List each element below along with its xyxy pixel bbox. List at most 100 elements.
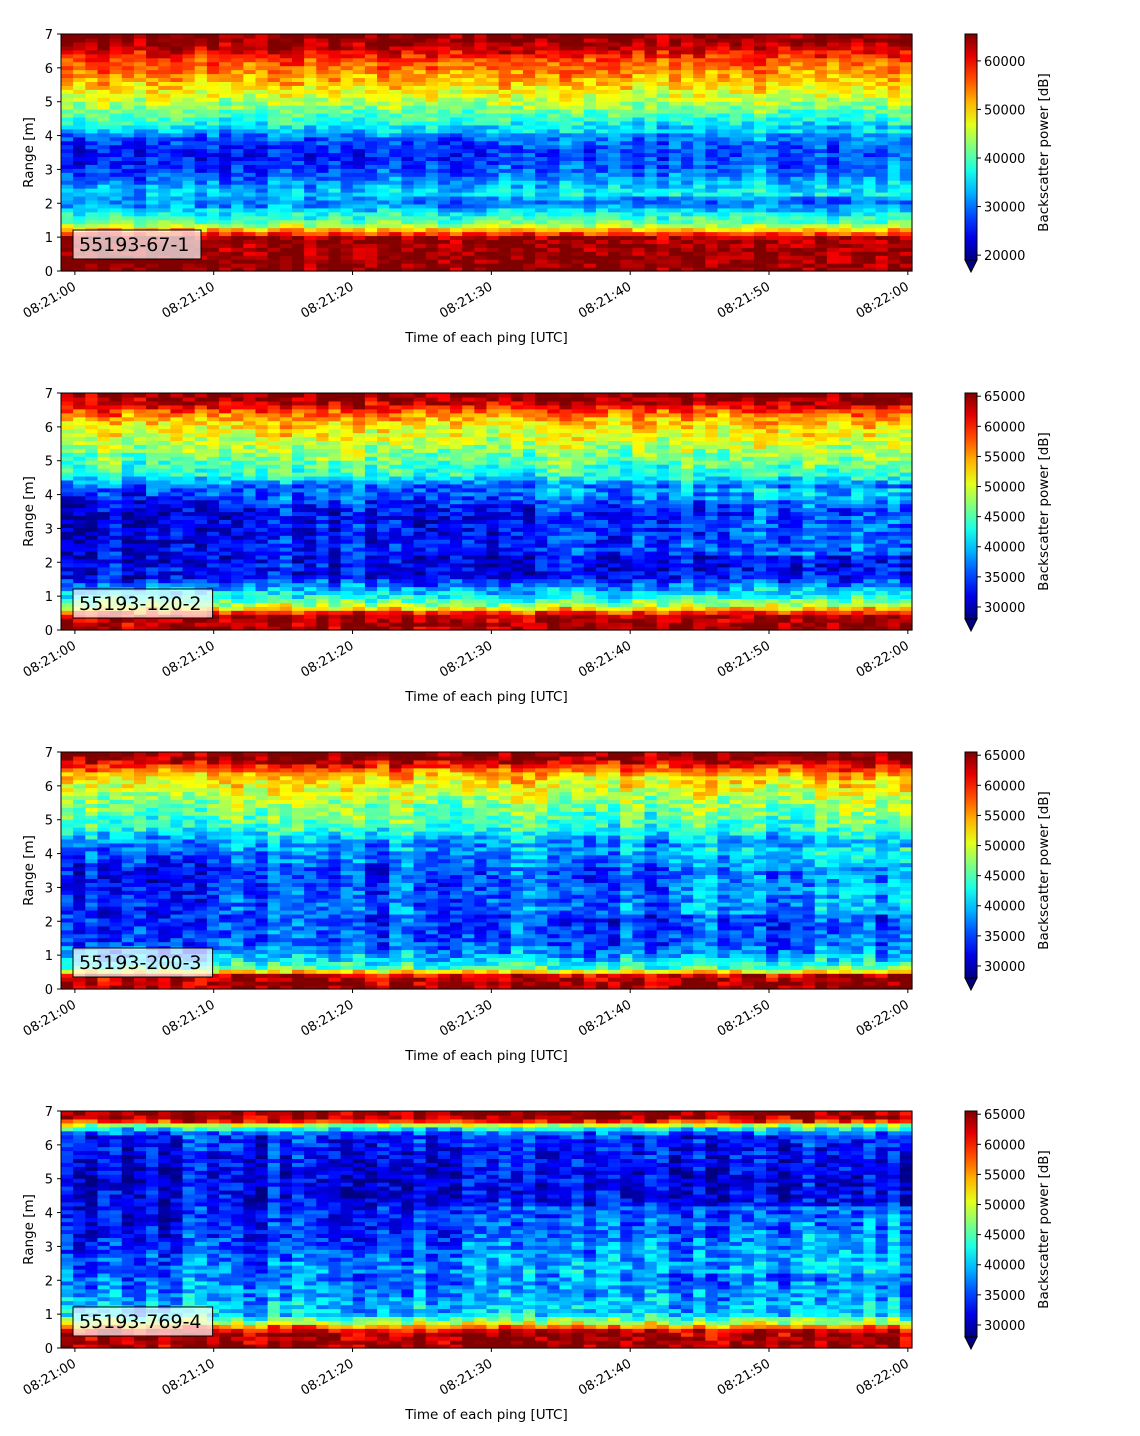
heatmap-cells	[61, 393, 913, 631]
x-tick-label: 08:21:20	[298, 638, 356, 680]
sensor-id-label: 55193-200-3	[79, 952, 202, 974]
y-tick-label: 1	[45, 1308, 53, 1323]
y-tick-label: 0	[45, 265, 53, 280]
y-tick-label: 1	[45, 949, 53, 964]
colorbar-tick-label: 30000	[984, 201, 1025, 216]
sensor-id-label: 55193-67-1	[79, 234, 189, 256]
colorbar-tick-label: 40000	[984, 1259, 1025, 1274]
x-axis-label: Time of each ping [UTC]	[404, 1407, 568, 1423]
colorbar-extend-arrow	[964, 977, 978, 992]
x-axis-label: Time of each ping [UTC]	[404, 1048, 568, 1064]
colorbar: 30000 35000 40000 45000 50000 55000 60000 65000…	[964, 390, 1052, 633]
colorbar-extend-arrow	[964, 618, 978, 633]
colorbar-tick-label: 65000	[984, 1108, 1025, 1123]
x-tick-label: 08:22:00	[854, 279, 912, 321]
colorbar-tick-label: 35000	[984, 930, 1025, 945]
y-tick-label: 2	[45, 197, 53, 212]
x-tick-label: 08:21:40	[576, 1356, 634, 1398]
y-tick-label: 0	[45, 1342, 53, 1357]
x-tick-label: 08:21:10	[160, 997, 218, 1039]
x-tick-label: 08:21:00	[21, 997, 79, 1039]
colorbar-tick-label: 40000	[984, 541, 1025, 556]
colorbar-tick-label: 35000	[984, 1289, 1025, 1304]
y-tick-label: 6	[45, 1139, 53, 1154]
colorbar-label: Backscatter power [dB]	[1036, 432, 1052, 591]
y-tick-label: 3	[45, 881, 53, 896]
y-tick-label: 3	[45, 522, 53, 537]
colorbar-tick-label: 55000	[984, 809, 1025, 824]
y-tick-label: 2	[45, 556, 53, 571]
y-tick-label: 2	[45, 1274, 53, 1289]
sensor-id-box	[72, 1306, 214, 1337]
y-tick-label: 3	[45, 1240, 53, 1255]
colorbar-tick-label: 65000	[984, 749, 1025, 764]
colorbar-tick-label: 30000	[984, 601, 1025, 616]
sensor-id-box	[72, 588, 214, 619]
plot-frame	[60, 751, 913, 990]
colorbar-tick-label: 50000	[984, 103, 1025, 118]
y-axis-label: Range [m]	[21, 835, 37, 906]
colorbar-label: Backscatter power [dB]	[1036, 791, 1052, 950]
panel-2: 0 1 2 3 4 5 6 7 08:21:00 08:21:10 08:21:20 08:21:30…	[21, 387, 1052, 705]
y-tick-label: 5	[45, 455, 53, 470]
colorbar-tick-label: 50000	[984, 1199, 1025, 1214]
x-tick-label: 08:21:40	[576, 279, 634, 321]
y-tick-label: 7	[45, 28, 53, 43]
x-tick-label: 08:21:00	[21, 279, 79, 321]
colorbar-tick-label: 40000	[984, 152, 1025, 167]
y-tick-label: 5	[45, 1173, 53, 1188]
colorbar-gradient	[964, 1110, 978, 1338]
plot-frame	[60, 1110, 913, 1349]
x-tick-label: 08:21:20	[298, 997, 356, 1039]
y-axis-label: Range [m]	[21, 117, 37, 188]
colorbar: 20000 30000 40000 50000 60000 Backscatter pow…	[964, 33, 1052, 274]
y-axis-label: Range [m]	[21, 1194, 37, 1265]
x-tick-label: 08:22:00	[854, 638, 912, 680]
x-tick-label: 08:21:00	[21, 1356, 79, 1398]
colorbar-tick-label: 35000	[984, 571, 1025, 586]
x-tick-label: 08:21:50	[715, 638, 773, 680]
colorbar-gradient	[964, 392, 978, 620]
colorbar-tick-label: 50000	[984, 840, 1025, 855]
plot-frame	[60, 33, 913, 272]
y-axis-label: Range [m]	[21, 476, 37, 547]
x-tick-label: 08:21:10	[160, 279, 218, 321]
y-tick-label: 7	[45, 1105, 53, 1120]
colorbar-extend-arrow	[964, 259, 978, 274]
colorbar-tick-label: 45000	[984, 870, 1025, 885]
x-tick-label: 08:21:30	[437, 997, 495, 1039]
y-tick-label: 2	[45, 915, 53, 930]
y-tick-label: 7	[45, 746, 53, 761]
plot-frame	[60, 392, 913, 631]
sensor-id-box	[72, 229, 202, 260]
y-tick-label: 5	[45, 814, 53, 829]
colorbar-tick-label: 55000	[984, 450, 1025, 465]
panel-4: 0 1 2 3 4 5 6 7 08:21:00 08:21:10 08:21:20 08:21:30…	[21, 1105, 1052, 1423]
y-tick-label: 5	[45, 96, 53, 111]
x-tick-label: 08:21:10	[160, 638, 218, 680]
y-tick-label: 0	[45, 624, 53, 639]
colorbar-tick-label: 45000	[984, 1229, 1025, 1244]
x-tick-label: 08:21:40	[576, 997, 634, 1039]
colorbar-tick-label: 30000	[984, 960, 1025, 975]
y-tick-label: 1	[45, 590, 53, 605]
y-tick-label: 6	[45, 421, 53, 436]
x-tick-label: 08:21:50	[715, 279, 773, 321]
colorbar-tick-label: 60000	[984, 1138, 1025, 1153]
y-tick-label: 4	[45, 130, 53, 145]
x-tick-label: 08:21:00	[21, 638, 79, 680]
sensor-id-box	[72, 947, 214, 978]
x-tick-label: 08:21:30	[437, 1356, 495, 1398]
heatmap-cells	[61, 34, 913, 272]
colorbar-tick-label: 20000	[984, 249, 1025, 264]
y-tick-label: 3	[45, 163, 53, 178]
x-tick-label: 08:22:00	[854, 1356, 912, 1398]
colorbar-tick-label: 55000	[984, 1168, 1025, 1183]
x-tick-label: 08:21:30	[437, 638, 495, 680]
colorbar-tick-label: 50000	[984, 481, 1025, 496]
y-tick-label: 1	[45, 231, 53, 246]
x-tick-label: 08:21:50	[715, 997, 773, 1039]
y-tick-label: 4	[45, 848, 53, 863]
colorbar-tick-label: 60000	[984, 779, 1025, 794]
